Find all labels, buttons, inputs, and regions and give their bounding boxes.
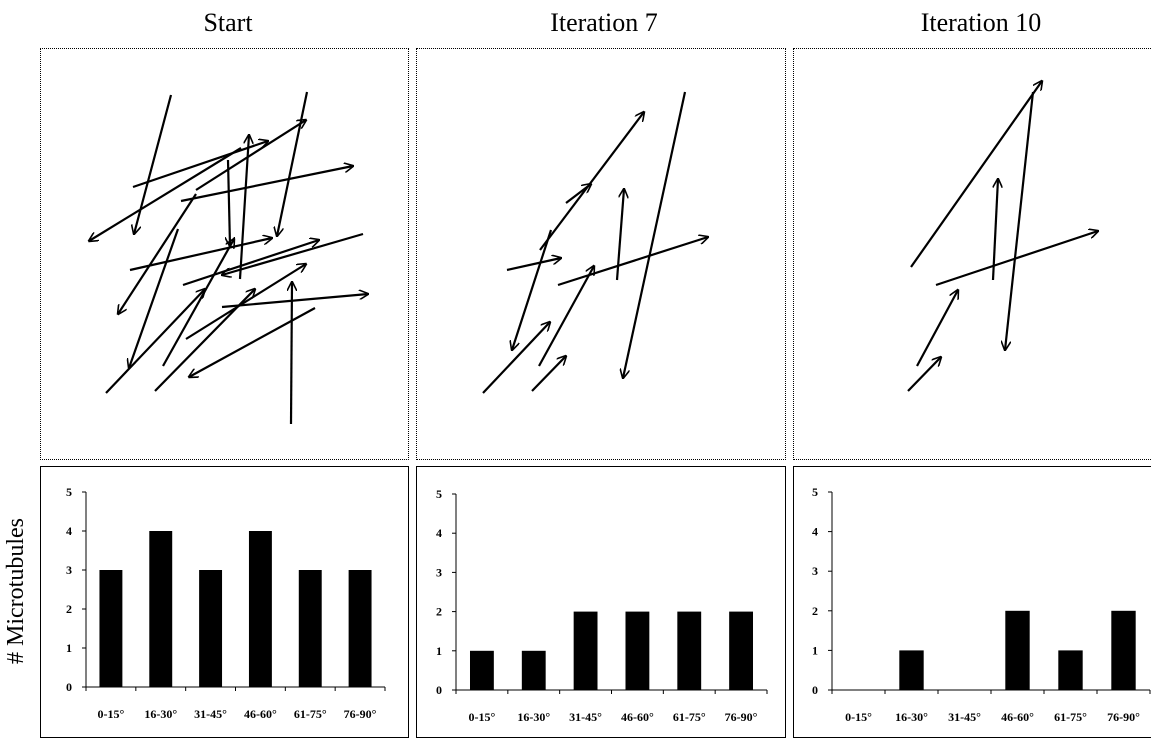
x-tick-label: 0-15° — [845, 710, 872, 724]
x-tick-label: 31-45° — [948, 710, 981, 724]
bar — [521, 650, 546, 690]
y-tick-label: 0 — [812, 683, 818, 697]
y-tick-label: 0 — [66, 680, 72, 694]
y-tick-label: 4 — [66, 524, 72, 538]
y-tick-label: 2 — [812, 604, 818, 618]
y-tick-label: 4 — [436, 526, 442, 540]
microtubule-panel-start — [40, 48, 409, 460]
title-start: Start — [203, 8, 253, 37]
bar — [99, 570, 123, 687]
microtubule-arrow — [531, 356, 566, 392]
microtubule-arrow — [238, 135, 249, 280]
microtubule-arrow — [105, 289, 205, 394]
microtubule-arrow — [162, 239, 234, 367]
bar — [149, 531, 173, 687]
microtubule-arrow — [228, 159, 230, 246]
microtubule-arrow — [565, 184, 591, 204]
x-tick-label: 76-90° — [1107, 710, 1140, 724]
microtubule-arrow — [129, 228, 180, 368]
y-tick-label: 0 — [436, 683, 442, 697]
bar-chart-0: 0 1 2 3 4 5 0-15° 16-30° 31-45° 46-60° 61-75° 76-90… — [66, 485, 386, 721]
y-tick-label: 5 — [436, 487, 442, 501]
microtubule-arrow — [935, 231, 1098, 287]
microtubule-arrow — [132, 141, 268, 189]
bar-chart-2: 0 1 2 3 4 5 0-15° 16-30° 31-45° 46-60° 61-75° 76-90… — [812, 485, 1151, 724]
microtubule-arrow — [907, 357, 941, 392]
microtubule-arrow — [195, 120, 306, 191]
x-tick-label: 0-15° — [469, 710, 496, 724]
x-tick-label: 61-75° — [294, 707, 327, 721]
microtubule-arrow — [118, 193, 197, 314]
y-tick-label: 5 — [66, 485, 72, 499]
microtubule-arrow — [538, 266, 594, 367]
microtubule-arrow — [189, 307, 316, 377]
x-tick-label: 76-90° — [725, 710, 758, 724]
bar-chart-1: 0 1 2 3 4 5 0-15° 16-30° 31-45° 46-60° 61-75° 76-90… — [436, 487, 768, 724]
bar — [348, 570, 372, 687]
x-tick-label: 0-15° — [98, 707, 125, 721]
y-tick-label: 3 — [812, 564, 818, 578]
microtubule-arrow — [557, 237, 708, 287]
x-tick-label: 46-60° — [1001, 710, 1034, 724]
y-tick-label: 1 — [66, 641, 72, 655]
bar — [1005, 610, 1030, 690]
y-tick-label: 2 — [436, 605, 442, 619]
microtubule-arrow — [277, 91, 309, 236]
microtubule-arrow — [539, 112, 644, 251]
x-tick-label: 46-60° — [621, 710, 654, 724]
x-tick-label: 46-60° — [244, 707, 277, 721]
y-tick-label: 3 — [66, 563, 72, 577]
microtubule-arrow — [182, 240, 319, 287]
y-tick-label: 3 — [436, 565, 442, 579]
microtubule-arrow — [512, 229, 553, 350]
bar — [298, 570, 322, 687]
bar — [677, 611, 702, 690]
microtubule-arrow — [222, 232, 364, 275]
y-tick-label: 4 — [812, 525, 818, 539]
bar — [899, 650, 924, 690]
y-tick-label: 1 — [812, 643, 818, 657]
microtubule-arrow — [1005, 91, 1035, 350]
microtubule-arrow — [185, 264, 306, 340]
x-tick-label: 16-30° — [895, 710, 928, 724]
title-iteration-7: Iteration 7 — [550, 8, 658, 37]
title-iteration-10: Iteration 10 — [920, 8, 1042, 37]
microtubule-arrow — [623, 91, 687, 378]
microtubule-arrow — [916, 290, 958, 367]
bar — [1058, 650, 1083, 690]
bar — [469, 650, 494, 690]
microtubule-arrow — [221, 294, 368, 309]
microtubule-arrow — [482, 322, 550, 394]
bar — [199, 570, 223, 687]
microtubule-arrow — [991, 179, 998, 281]
microtubule-panel-iteration-10 — [793, 48, 1151, 460]
bar — [729, 611, 754, 690]
x-tick-label: 61-75° — [673, 710, 706, 724]
bar — [1111, 610, 1136, 690]
microtubule-arrow — [291, 282, 292, 425]
microtubule-arrow — [129, 238, 272, 272]
x-tick-label: 31-45° — [194, 707, 227, 721]
microtubule-arrows — [0, 0, 1151, 425]
microtubule-panel-iteration-7 — [416, 48, 786, 460]
bar — [573, 611, 598, 690]
bar — [248, 531, 272, 687]
y-tick-label: 1 — [436, 644, 442, 658]
microtubule-arrow — [89, 147, 242, 241]
x-tick-label: 31-45° — [569, 710, 602, 724]
x-tick-label: 61-75° — [1054, 710, 1087, 724]
y-tick-label: 2 — [66, 602, 72, 616]
microtubule-arrow — [910, 81, 1042, 268]
x-tick-label: 16-30° — [144, 707, 177, 721]
microtubule-arrow — [506, 258, 561, 272]
microtubule-arrow — [180, 166, 353, 203]
x-tick-label: 16-30° — [517, 710, 550, 724]
y-tick-label: 5 — [812, 485, 818, 499]
bar — [625, 611, 650, 690]
x-tick-label: 76-90° — [344, 707, 377, 721]
